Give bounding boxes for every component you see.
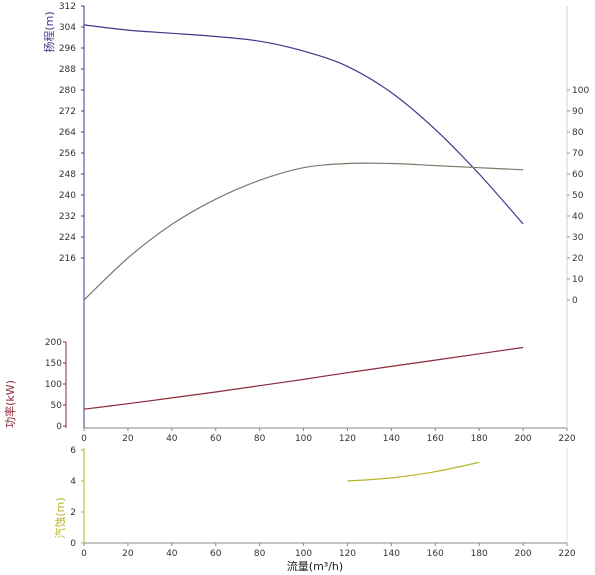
bottom-x-tick-label: 160 bbox=[427, 549, 444, 559]
top-x-tick-label: 180 bbox=[471, 434, 488, 444]
top-x-tick-label: 40 bbox=[166, 434, 178, 444]
top-x-tick-label: 120 bbox=[339, 434, 356, 444]
bottom-x-tick-label: 80 bbox=[254, 549, 266, 559]
head-tick-label: 280 bbox=[59, 86, 76, 96]
head-tick-label: 264 bbox=[59, 128, 76, 138]
efficiency-tick-label: 10 bbox=[572, 275, 584, 285]
bottom-x-tick-label: 60 bbox=[210, 549, 222, 559]
top-x-tick-label: 0 bbox=[81, 434, 87, 444]
efficiency-tick-label: 80 bbox=[572, 128, 584, 138]
efficiency-tick-label: 70 bbox=[572, 149, 584, 159]
efficiency-tick-label: 100 bbox=[572, 86, 589, 96]
npsh-axis-title: 汽蚀(m) bbox=[53, 497, 67, 538]
top-x-tick-label: 100 bbox=[295, 434, 312, 444]
top-x-tick-label: 60 bbox=[210, 434, 222, 444]
power-tick-label: 0 bbox=[56, 422, 62, 432]
head-tick-label: 240 bbox=[59, 191, 76, 201]
axis-titles: 扬程(m) 功率(kW) 汽蚀(m) 流量(m³/h) bbox=[3, 11, 343, 573]
top-x-tick-label: 20 bbox=[122, 434, 134, 444]
head-tick-label: 248 bbox=[59, 170, 76, 180]
efficiency-tick-label: 90 bbox=[572, 107, 584, 117]
head-tick-label: 256 bbox=[59, 149, 76, 159]
head-tick-label: 216 bbox=[59, 254, 76, 264]
top-x-tick-label: 80 bbox=[254, 434, 266, 444]
bottom-x-tick-label: 200 bbox=[514, 549, 531, 559]
head-tick-label: 304 bbox=[59, 23, 76, 33]
head-axis-title: 扬程(m) bbox=[42, 11, 56, 52]
bottom-npsh-line bbox=[347, 461, 480, 482]
efficiency-tick-label: 50 bbox=[572, 191, 584, 201]
chart-frames bbox=[63, 5, 570, 546]
top-x-tick-label: 220 bbox=[558, 434, 575, 444]
top-efficiency-line bbox=[83, 162, 524, 301]
npsh-tick-label: 6 bbox=[70, 446, 76, 456]
power-tick-label: 200 bbox=[45, 338, 62, 348]
bottom-x-tick-label: 20 bbox=[122, 549, 134, 559]
head-tick-label: 224 bbox=[59, 233, 76, 243]
top-power-line bbox=[83, 346, 524, 410]
bottom-x-tick-label: 220 bbox=[558, 549, 575, 559]
power-tick-label: 150 bbox=[45, 359, 62, 369]
head-tick-label: 272 bbox=[59, 107, 76, 117]
npsh-tick-label: 4 bbox=[70, 477, 76, 487]
x-axis-title: 流量(m³/h) bbox=[287, 559, 343, 573]
npsh-tick-label: 2 bbox=[70, 508, 76, 518]
bottom-x-tick-label: 0 bbox=[81, 549, 87, 559]
head-tick-label: 232 bbox=[59, 212, 76, 222]
bottom-x-tick-label: 120 bbox=[339, 549, 356, 559]
efficiency-tick-label: 40 bbox=[572, 212, 584, 222]
head-tick-label: 296 bbox=[59, 44, 76, 54]
series-lines bbox=[83, 24, 524, 482]
head-tick-label: 312 bbox=[59, 2, 76, 12]
power-tick-label: 50 bbox=[51, 401, 63, 411]
efficiency-tick-label: 30 bbox=[572, 233, 584, 243]
power-tick-label: 100 bbox=[45, 380, 62, 390]
efficiency-tick-label: 20 bbox=[572, 254, 584, 264]
bottom-x-tick-label: 40 bbox=[166, 549, 178, 559]
efficiency-tick-label: 60 bbox=[572, 170, 584, 180]
bottom-x-tick-label: 100 bbox=[295, 549, 312, 559]
efficiency-tick-label: 0 bbox=[572, 296, 578, 306]
top-head-line bbox=[83, 24, 524, 225]
top-x-tick-label: 200 bbox=[514, 434, 531, 444]
bottom-x-tick-label: 140 bbox=[383, 549, 400, 559]
power-axis-title: 功率(kW) bbox=[3, 380, 17, 428]
bottom-x-tick-label: 180 bbox=[471, 549, 488, 559]
top-x-tick-label: 160 bbox=[427, 434, 444, 444]
npsh-tick-label: 0 bbox=[70, 539, 76, 549]
top-x-tick-label: 140 bbox=[383, 434, 400, 444]
head-tick-label: 288 bbox=[59, 65, 76, 75]
